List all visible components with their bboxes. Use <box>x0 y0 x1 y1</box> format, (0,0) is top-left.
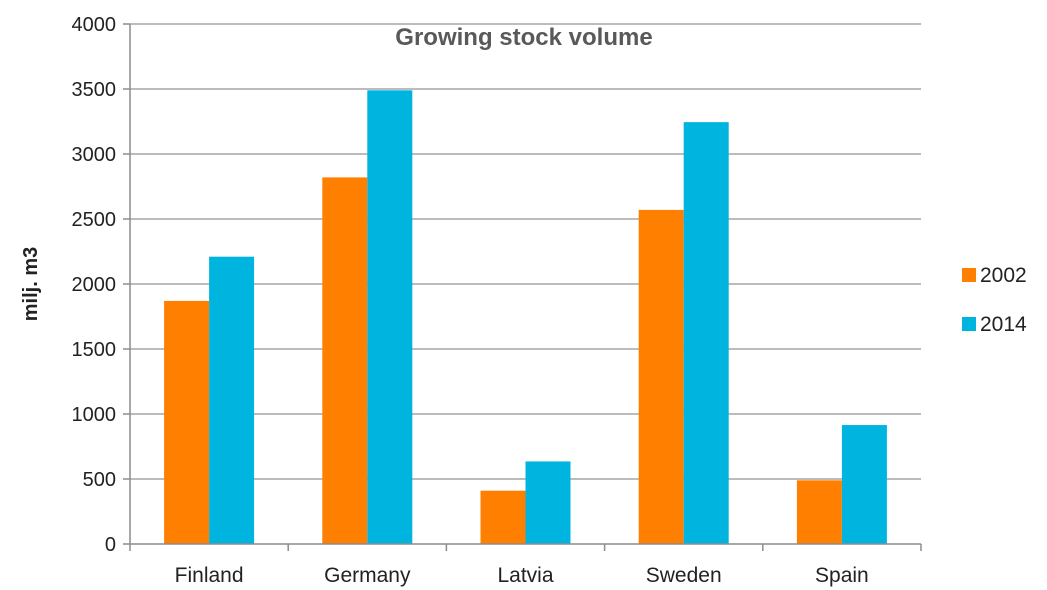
legend-swatch-2014 <box>962 317 976 331</box>
x-category-label: Germany <box>324 564 411 587</box>
bar-2014-spain <box>841 425 887 544</box>
bars <box>164 90 887 545</box>
y-tick-label: 0 <box>105 534 116 556</box>
y-tick-label: 3000 <box>72 144 117 166</box>
bar-2002-germany <box>322 177 368 544</box>
bar-2002-finland <box>164 300 210 544</box>
gridlines <box>130 23 921 480</box>
y-tick-label: 2500 <box>72 209 117 231</box>
y-tick-label: 1000 <box>72 404 117 426</box>
x-category-label: Spain <box>815 564 869 587</box>
x-category-label: Sweden <box>646 564 722 587</box>
y-tick-labels: 0 500 1000 1500 2000 2500 3000 3500 4000 <box>72 14 117 556</box>
bar-2002-sweden <box>638 209 684 544</box>
bar-2014-sweden <box>683 122 729 545</box>
bar-2014-finland <box>209 256 255 544</box>
bar-2014-latvia <box>525 461 571 544</box>
x-category-labels: Finland Germany Latvia Sweden Spain <box>175 564 869 587</box>
y-tick-label: 3500 <box>72 79 117 101</box>
x-category-label: Latvia <box>497 564 553 587</box>
y-tick-label: 4000 <box>72 14 117 36</box>
x-category-label: Finland <box>175 564 244 587</box>
bar-2002-spain <box>796 480 842 544</box>
bar-2002-latvia <box>480 490 526 544</box>
y-tick-label: 1500 <box>72 339 117 361</box>
axes <box>123 23 922 551</box>
legend-label-2002: 2002 <box>980 264 1027 287</box>
bar-2014-germany <box>367 90 413 545</box>
y-tick-label: 2000 <box>72 274 117 296</box>
y-axis-label: milj. m3 <box>20 247 42 321</box>
legend-swatch-2002 <box>962 268 976 282</box>
legend-label-2014: 2014 <box>980 313 1027 336</box>
y-tick-label: 500 <box>83 469 116 491</box>
legend: 2002 2014 <box>962 264 1027 336</box>
chart-title: Growing stock volume <box>395 24 652 51</box>
